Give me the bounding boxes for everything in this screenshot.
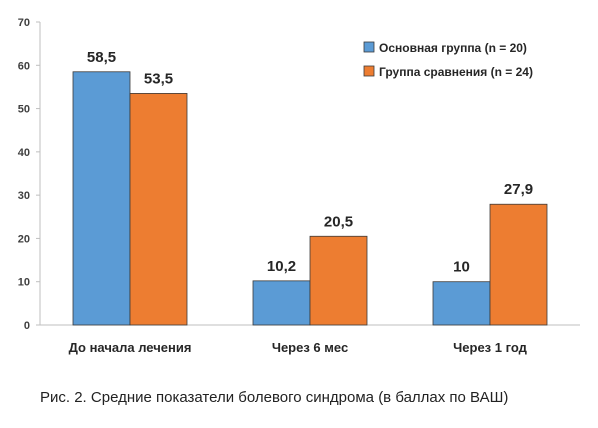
legend-swatch	[363, 65, 375, 77]
chart-data-labels: 58,5 53,5 10,2 20,5 10 27,9	[87, 49, 533, 276]
x-category-label: До начала лечения	[69, 340, 192, 355]
x-category-label: Через 6 мес	[272, 340, 348, 355]
bar-value-label: 10	[453, 259, 470, 276]
legend-label: Группа сравнения (n = 24)	[379, 65, 533, 79]
bar-main-group	[432, 281, 491, 326]
y-tick-label: 30	[18, 190, 30, 202]
bar-value-label: 10,2	[267, 258, 296, 275]
bar-value-label: 53,5	[144, 70, 173, 87]
x-category-label: Через 1 год	[453, 340, 527, 355]
y-tick-label: 50	[18, 104, 30, 116]
bar-value-label: 27,9	[504, 181, 533, 198]
bar-main-group	[252, 280, 311, 326]
y-tick-label: 70	[18, 17, 30, 29]
y-tick-label: 0	[24, 320, 30, 332]
legend-label: Основная группа (n = 20)	[379, 41, 527, 55]
legend-swatch	[363, 41, 375, 53]
figure-caption: Рис. 2. Средние показатели болевого синд…	[40, 389, 509, 406]
y-tick-label: 10	[18, 277, 30, 289]
bar-main-group	[72, 71, 131, 326]
bar-comparison-group	[489, 203, 548, 326]
y-tick-label: 20	[18, 233, 30, 245]
bar-comparison-group	[309, 235, 368, 326]
chart-bars	[72, 71, 548, 326]
bar-comparison-group	[129, 93, 188, 326]
y-tick-label: 40	[18, 147, 30, 159]
bar-value-label: 58,5	[87, 49, 116, 66]
y-tick-label: 60	[18, 60, 30, 72]
chart-axes: 0 10 20 30 40 50 60 70 До начала лечения Через 6 …	[18, 17, 580, 355]
chart-legend: Основная группа (n = 20) Группа сравнения…	[363, 41, 533, 79]
bar-value-label: 20,5	[324, 213, 353, 230]
